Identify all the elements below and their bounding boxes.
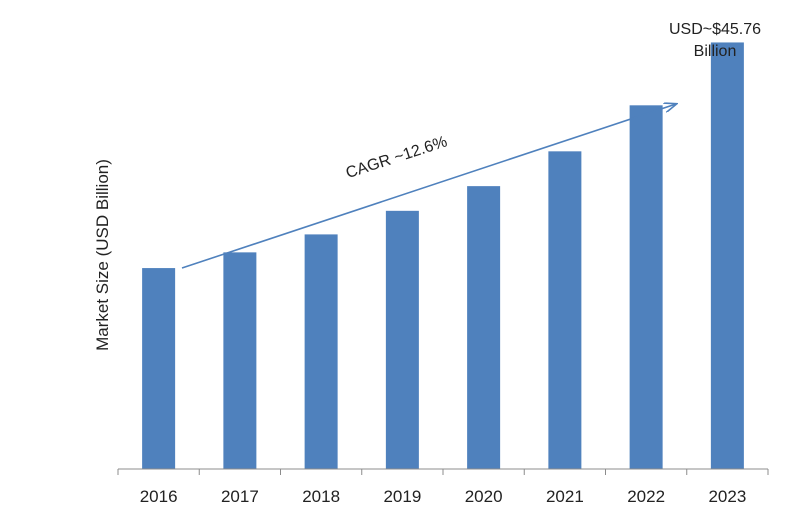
bar-2021 (548, 151, 582, 469)
x-tick-label-2017: 2017 (221, 487, 259, 506)
bar-2020 (467, 186, 501, 469)
x-tick-label-2019: 2019 (383, 487, 421, 506)
cagr-arrow (181, 104, 676, 269)
x-tick-label-2020: 2020 (465, 487, 503, 506)
x-axis-ticks (117, 469, 769, 475)
bar-2016 (142, 268, 176, 469)
x-tick-label-2021: 2021 (546, 487, 584, 506)
x-tick-label-2018: 2018 (302, 487, 340, 506)
bar-2022 (629, 105, 663, 469)
x-tick-label-2016: 2016 (140, 487, 178, 506)
x-tick-label-2022: 2022 (627, 487, 665, 506)
bars-group (142, 42, 744, 469)
x-tick-label-2023: 2023 (708, 487, 746, 506)
bar-2023 (710, 42, 744, 469)
bar-2018 (304, 234, 338, 469)
cagr-label: CAGR ~12.6% (344, 133, 449, 182)
last-value-label-line2: Billion (694, 43, 737, 60)
last-value-label-line1: USD~$45.76 (669, 21, 761, 38)
bar-2017 (223, 252, 257, 469)
bar-2019 (385, 210, 419, 469)
x-axis-tick-labels: 2016 2017 2018 2019 2020 2021 2022 2023 (140, 487, 747, 506)
y-axis-title: Market Size (USD Billion) (93, 159, 112, 351)
